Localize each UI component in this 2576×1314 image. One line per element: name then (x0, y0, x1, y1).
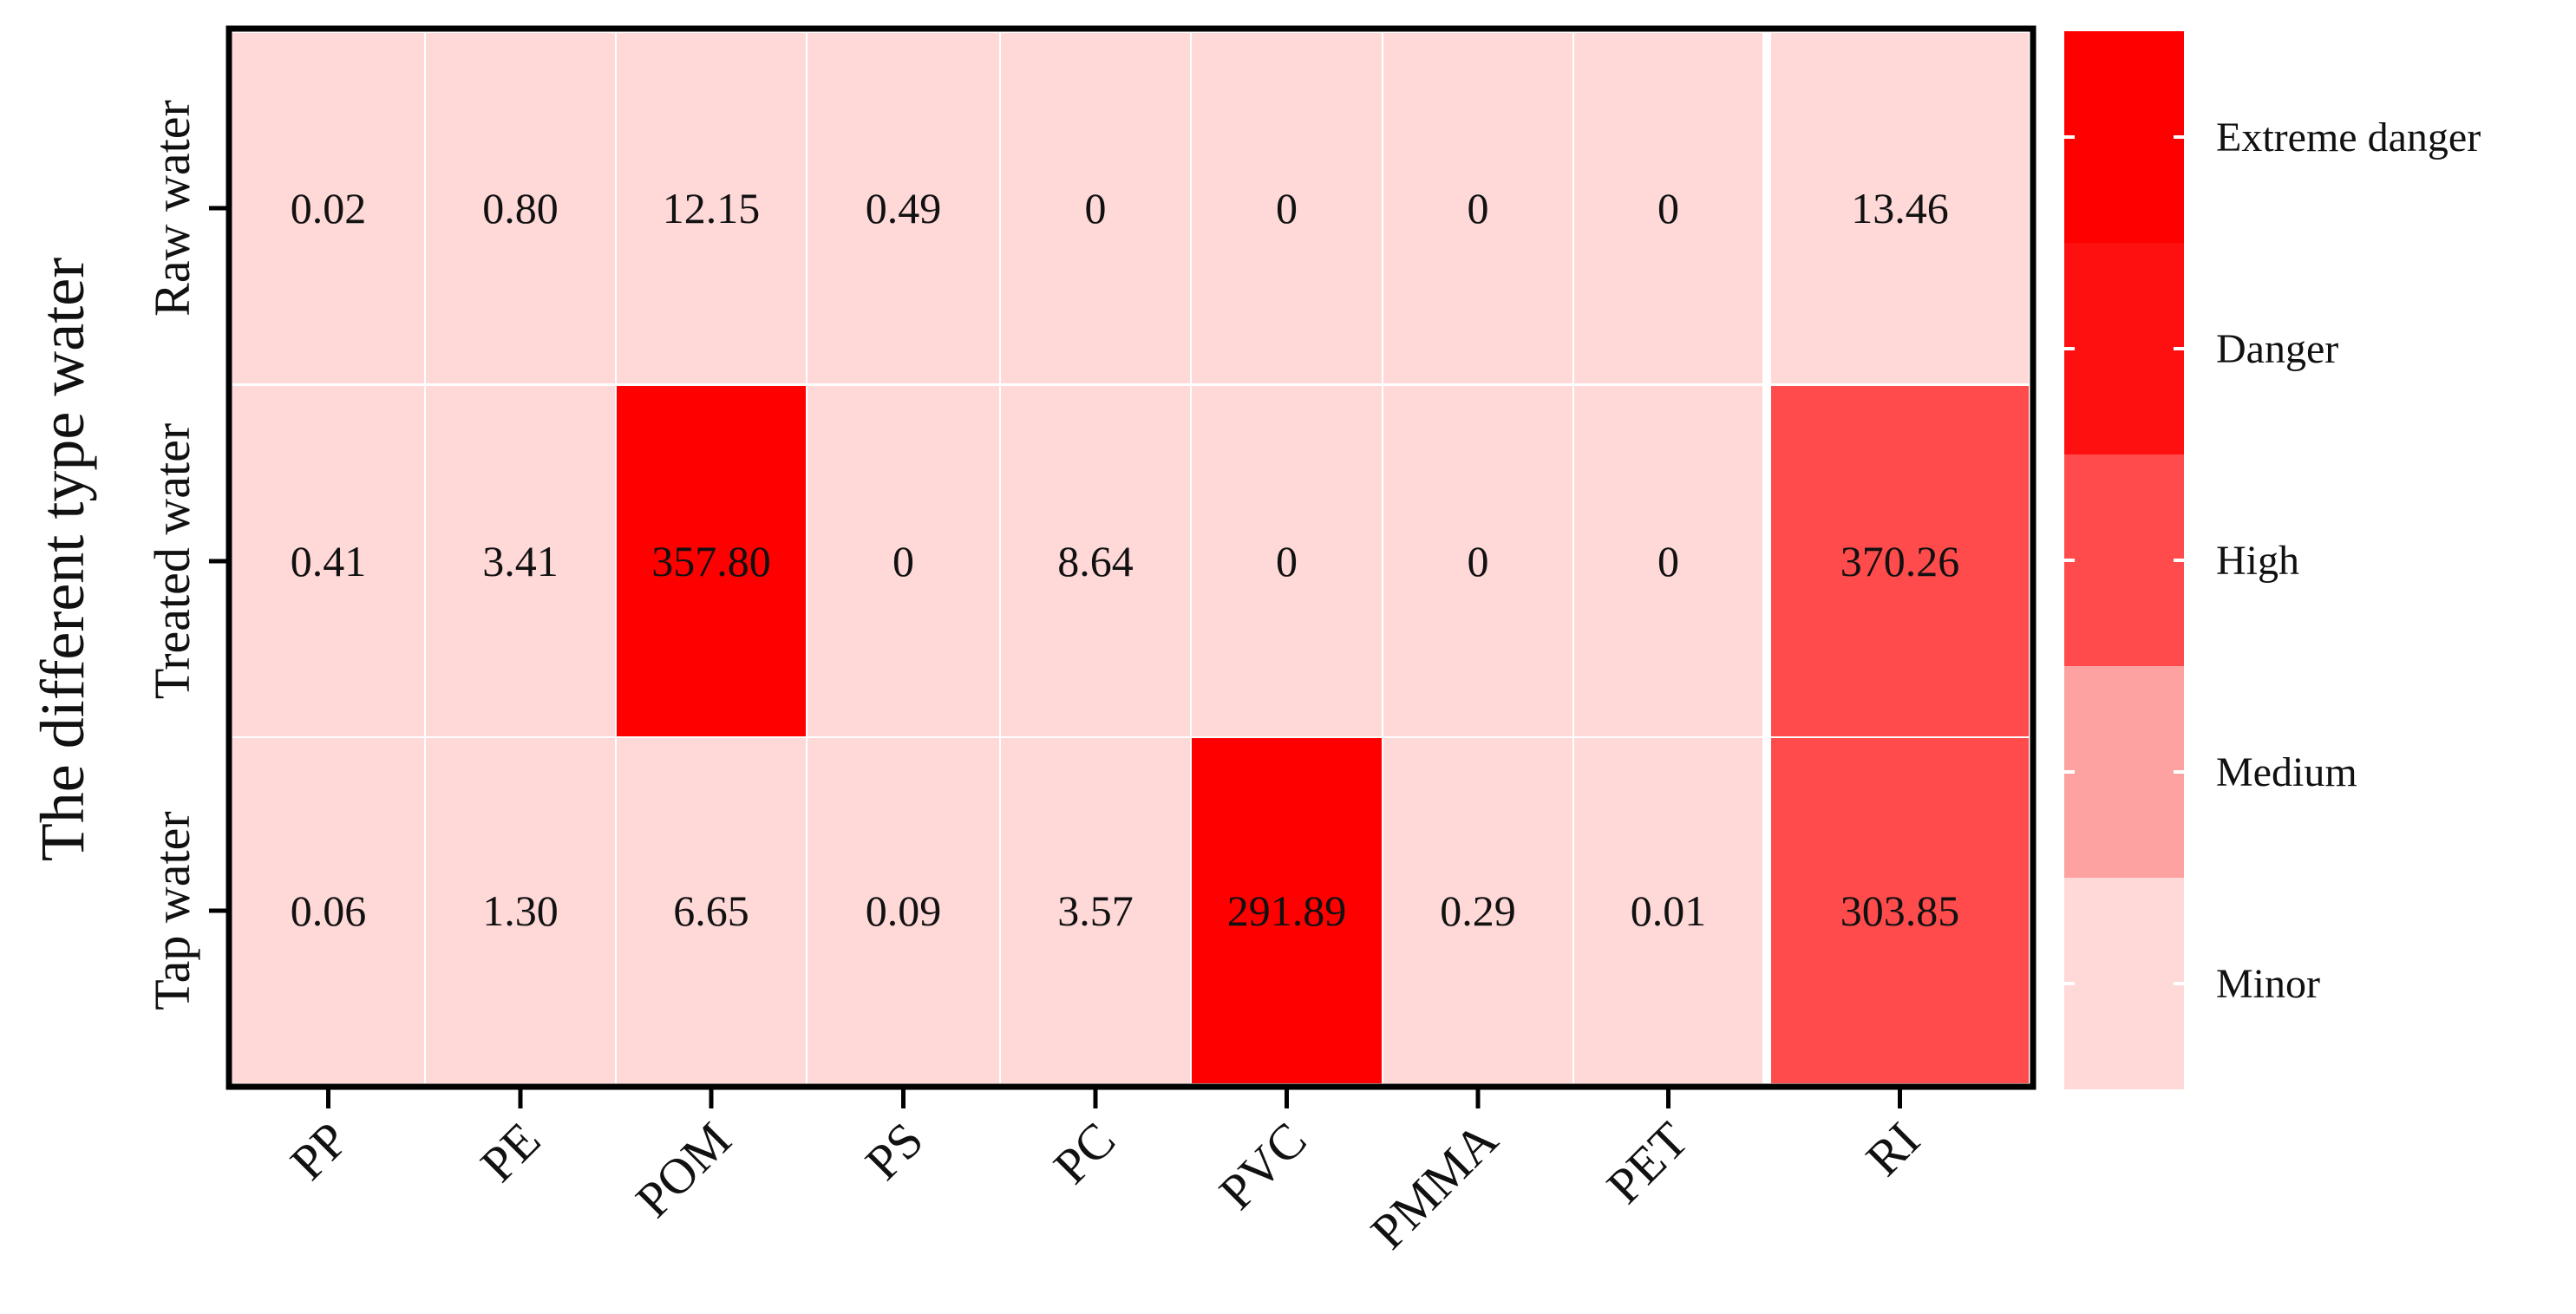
cell-value-treated-water-pc: 8.64 (1057, 537, 1134, 585)
cell-value-tap-water-pet: 0.01 (1631, 886, 1707, 935)
cell-value-raw-water-pvc: 0 (1276, 184, 1298, 232)
y-tick-label-tap-water: Tap water (144, 811, 200, 1010)
cell-value-treated-water-pp: 0.41 (291, 537, 367, 585)
heatmap-cell-tap-water-pmma (1382, 736, 1574, 1085)
axis-ticks (209, 206, 1902, 1108)
heatmap-cell-tap-water-pp (231, 736, 426, 1085)
x-tick-label-pom: POM (624, 1111, 742, 1228)
heatmap-cell-tap-water-pvc (1190, 736, 1383, 1085)
y-tick-label-raw-water: Raw water (144, 100, 200, 317)
cell-value-tap-water-pp: 0.06 (291, 886, 367, 935)
legend-label-high: High (2216, 538, 2299, 584)
cell-value-raw-water-pc: 0 (1085, 184, 1107, 232)
cell-value-treated-water-ri: 370.26 (1840, 537, 1960, 585)
x-tick-label-pe: PE (469, 1111, 551, 1193)
cell-value-raw-water-pe: 0.80 (482, 184, 559, 232)
x-tick-label-pc: PC (1043, 1111, 1126, 1194)
cell-value-tap-water-pom: 6.65 (673, 886, 749, 935)
cell-value-treated-water-ps: 0 (892, 537, 914, 585)
cell-value-raw-water-ri: 13.46 (1851, 184, 1949, 232)
heatmap-cells (231, 31, 2030, 1085)
heatmap-cell-tap-water-pet (1572, 736, 1764, 1085)
heatmap-cell-raw-water-ps (806, 31, 1001, 385)
x-tick-label-ps: PS (854, 1111, 934, 1191)
cell-value-tap-water-ri: 303.85 (1840, 886, 1960, 935)
heatmap-cell-raw-water-pc (999, 31, 1192, 385)
legend-swatch-high (2064, 454, 2184, 666)
plot-border (226, 25, 2037, 1090)
heatmap-cell-raw-water-pmma (1382, 31, 1574, 385)
heatmap-cell-treated-water-pet (1572, 384, 1764, 738)
heatmap-cell-raw-water-ri (1769, 31, 2030, 385)
cell-value-raw-water-pet: 0 (1657, 184, 1679, 232)
x-tick-label-pp: PP (279, 1111, 359, 1191)
heatmap-cell-tap-water-pom (615, 736, 807, 1085)
heatmap-cell-treated-water-ri (1769, 384, 2030, 738)
legend-label-danger: Danger (2216, 326, 2338, 372)
y-tick-label-treated-water: Treated water (144, 423, 200, 699)
heatmap-cell-treated-water-pc (999, 384, 1192, 738)
legend-swatch-medium (2064, 666, 2184, 878)
heatmap-cell-treated-water-pe (424, 384, 617, 738)
heatmap-cell-treated-water-ps (806, 384, 1001, 738)
y-tick-labels: Raw water Treated water Tap water (144, 100, 200, 1010)
x-tick-label-ri: RI (1855, 1111, 1931, 1187)
legend-label-medium: Medium (2216, 749, 2357, 795)
cell-value-treated-water-pmma: 0 (1468, 537, 1489, 585)
heatmap-cell-tap-water-ri (1769, 736, 2030, 1085)
legend-swatch-danger (2064, 243, 2184, 454)
cell-value-raw-water-pom: 12.15 (663, 184, 761, 232)
cell-value-tap-water-pe: 1.30 (482, 886, 559, 935)
heatmap-cell-tap-water-ps (806, 736, 1001, 1085)
cell-value-treated-water-pvc: 0 (1276, 537, 1298, 585)
cell-value-treated-water-pe: 3.41 (482, 537, 559, 585)
cell-value-tap-water-pc: 3.57 (1057, 886, 1134, 935)
legend-swatch-minor (2064, 878, 2184, 1089)
heatmap-cell-raw-water-pvc (1190, 31, 1383, 385)
heatmap-cell-treated-water-pvc (1190, 384, 1383, 738)
legend-label-extreme-danger: Extreme danger (2216, 114, 2481, 160)
legend-label-minor: Minor (2216, 961, 2320, 1007)
heatmap-cell-raw-water-pet (1572, 31, 1764, 385)
x-tick-label-pmma: PMMA (1360, 1111, 1508, 1259)
x-tick-labels: PP PE POM PS PC PVC PMMA PET RI (279, 1111, 1931, 1259)
cell-value-raw-water-ps: 0.49 (866, 184, 942, 232)
cell-value-tap-water-pvc: 291.89 (1227, 886, 1347, 935)
y-axis-label: The different type water (28, 258, 97, 861)
cell-value-treated-water-pet: 0 (1657, 537, 1679, 585)
cell-value-tap-water-pmma: 0.29 (1440, 886, 1516, 935)
cell-value-treated-water-pom: 357.80 (651, 537, 771, 585)
cell-value-tap-water-ps: 0.09 (866, 886, 942, 935)
heatmap-cell-treated-water-pom (615, 384, 807, 738)
x-tick-label-pet: PET (1596, 1111, 1699, 1214)
heatmap-cell-labels: 0.02 0.80 12.15 0.49 0 0 0 0 13.46 0.41 3.41 357.80… (291, 184, 1960, 935)
x-tick-label-pvc: PVC (1208, 1111, 1317, 1220)
cell-value-raw-water-pp: 0.02 (291, 184, 367, 232)
cell-value-raw-water-pmma: 0 (1468, 184, 1489, 232)
legend: Extreme danger Danger High Medium Minor (2064, 31, 2481, 1089)
legend-swatch-extreme-danger (2064, 31, 2184, 243)
